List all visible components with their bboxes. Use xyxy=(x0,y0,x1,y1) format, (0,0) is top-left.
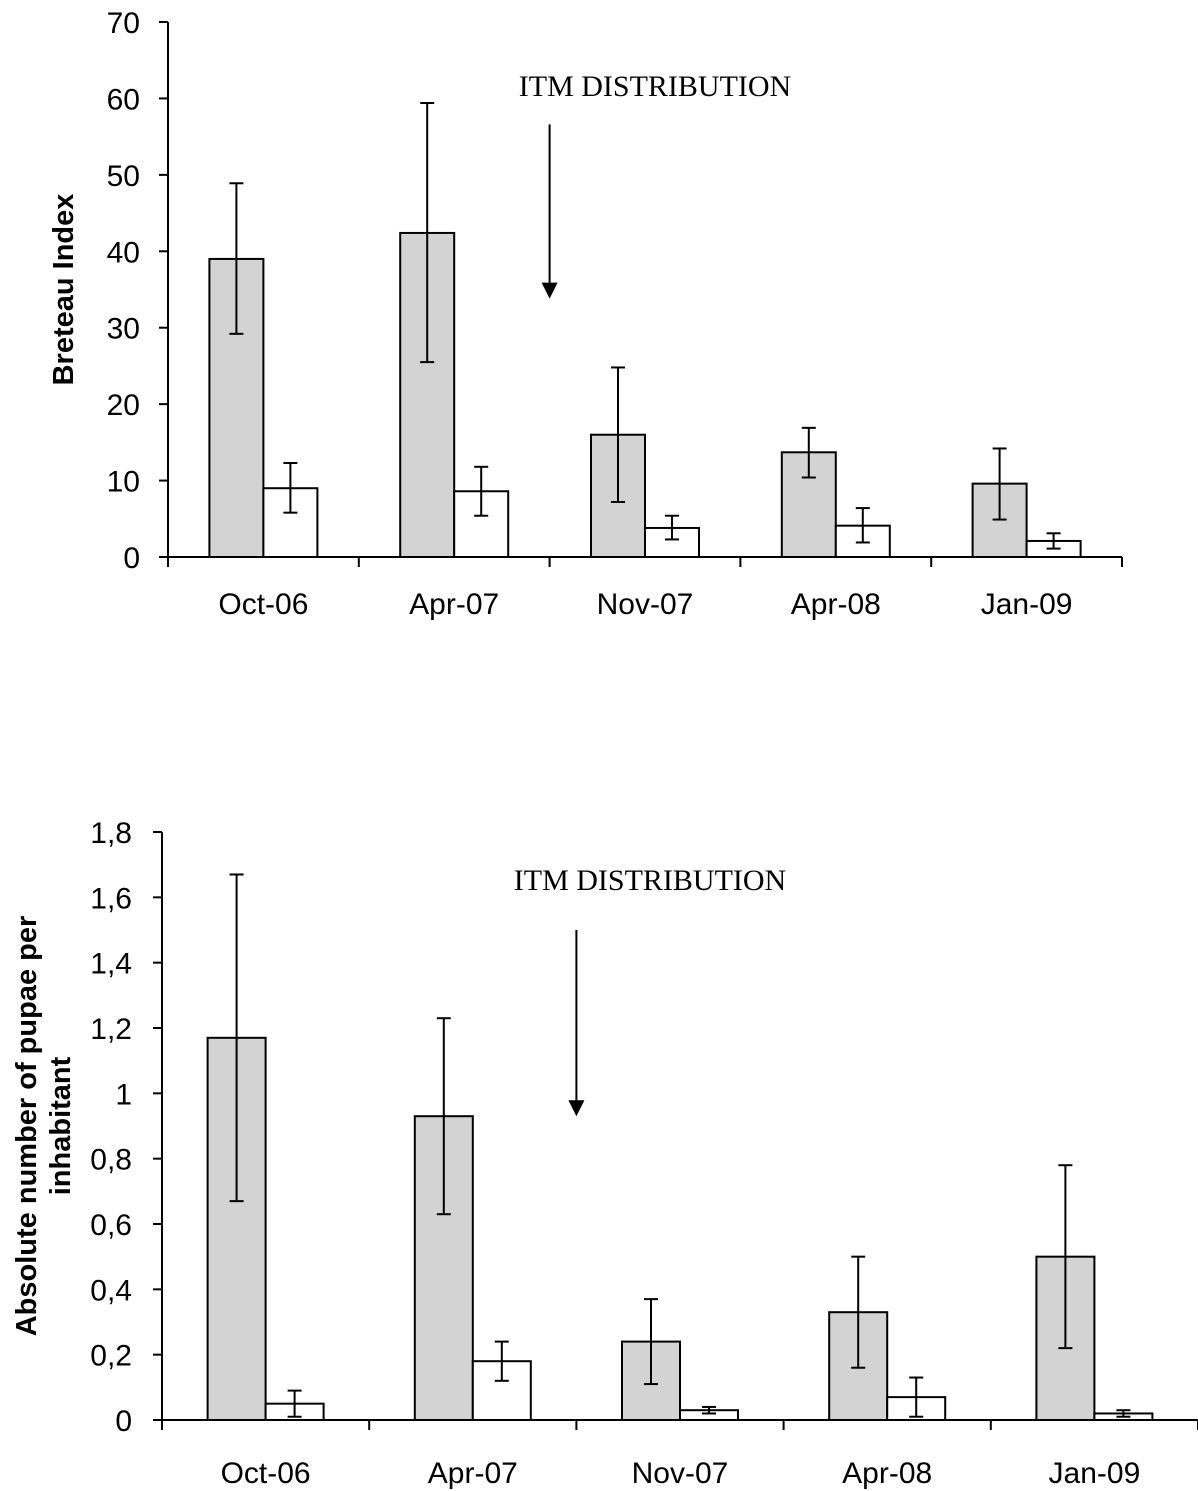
x-tick-label: Nov-07 xyxy=(597,588,694,621)
y-tick-label: 1,2 xyxy=(90,1013,132,1046)
y-tick-label: 10 xyxy=(107,466,140,499)
x-tick-label: Apr-08 xyxy=(791,588,881,621)
x-tick-label: Apr-08 xyxy=(842,1457,932,1490)
y-tick-label: 40 xyxy=(107,236,140,269)
breteau-index-chart: 0 10 20 30 40 50 60 70 Oct-06 Apr-07 Nov-07 Apr-08 J… xyxy=(48,7,1123,621)
x-tick-label: Apr-07 xyxy=(409,588,499,621)
x-tick-label: Jan-09 xyxy=(981,588,1073,621)
x-tick-label: Jan-09 xyxy=(1049,1457,1141,1490)
x-tick-label: Nov-07 xyxy=(632,1457,729,1490)
pupae-per-inhabitant-chart: 0 0,2 0,4 0,6 0,8 1 1,2 1,4 1,6 1,8 Oct-06 Apr-07 No… xyxy=(11,817,1198,1490)
y-tick-label: 1,8 xyxy=(90,817,132,850)
y-tick-label: 70 xyxy=(107,7,140,40)
annotation-arrow-head xyxy=(541,282,558,299)
x-tick-label: Oct-06 xyxy=(221,1457,311,1490)
y-tick-label: 0,6 xyxy=(90,1209,132,1242)
y-tick-label: 50 xyxy=(107,160,140,193)
y-tick-label: 60 xyxy=(107,83,140,116)
y-tick-label: 1 xyxy=(115,1078,132,1111)
y-axis-title: Absolute number of pupae perinhabitant xyxy=(11,916,77,1337)
annotation-text: ITM DISTRIBUTION xyxy=(519,70,791,103)
y-tick-label: 0,8 xyxy=(90,1144,132,1177)
y-tick-label: 0 xyxy=(123,542,140,575)
y-axis-title: Breteau Index xyxy=(48,194,80,386)
y-tick-label: 0 xyxy=(115,1405,132,1438)
x-tick-label: Apr-07 xyxy=(428,1457,518,1490)
y-tick-label: 1,4 xyxy=(90,948,132,981)
x-tick-label: Oct-06 xyxy=(218,588,308,621)
y-tick-label: 0,4 xyxy=(90,1274,132,1307)
y-tick-label: 1,6 xyxy=(90,882,132,915)
y-tick-label: 0,2 xyxy=(90,1340,132,1373)
annotation-arrow-head xyxy=(568,1100,585,1117)
y-tick-label: 30 xyxy=(107,313,140,346)
y-tick-label: 20 xyxy=(107,389,140,422)
bar xyxy=(208,257,265,558)
annotation-text: ITM DISTRIBUTION xyxy=(514,864,786,897)
